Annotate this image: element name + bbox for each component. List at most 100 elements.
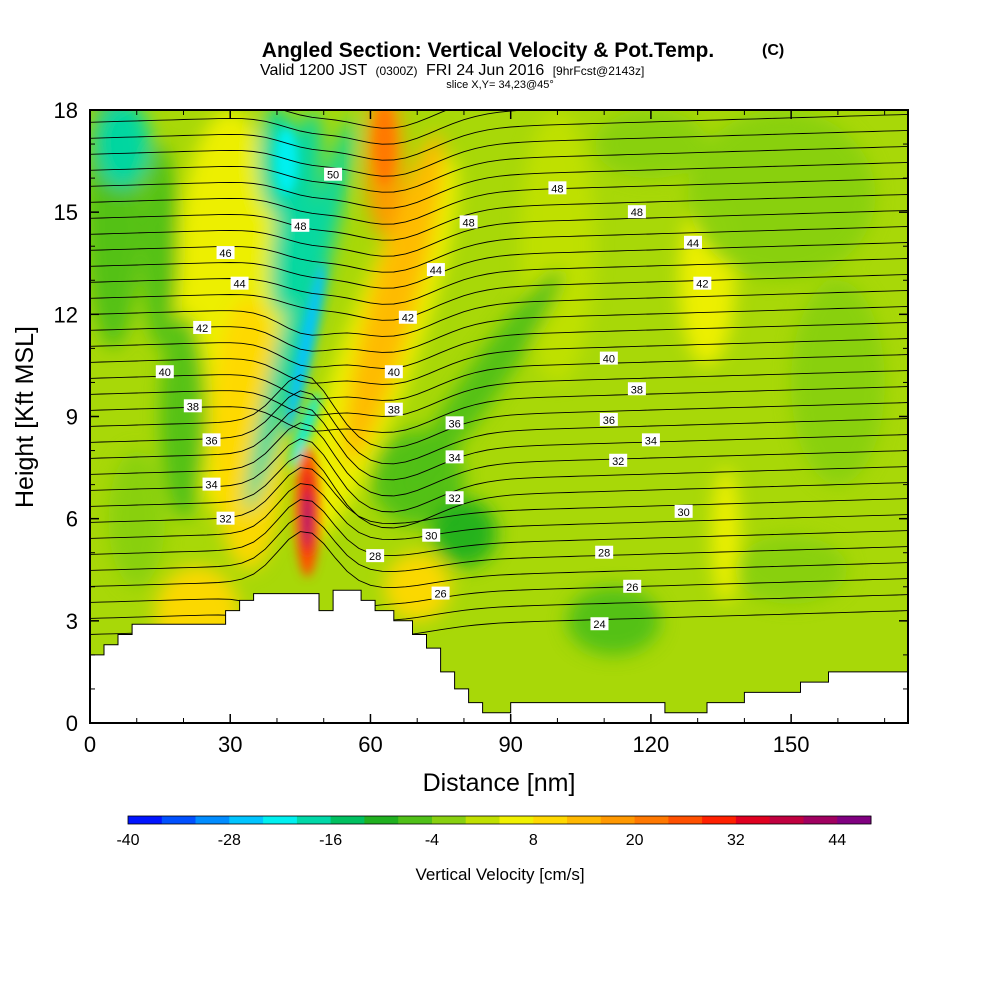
plot-area: 50 48 48 48 48 46 44 44 44 42 42 42 40 40 40 38 38 38 36 36… xyxy=(90,110,908,723)
isentrope-label-text: 48 xyxy=(294,221,306,233)
velocity-core xyxy=(274,110,395,577)
isentrope-label-text: 36 xyxy=(205,435,217,447)
x-tick-label: 60 xyxy=(358,732,382,757)
isentrope-label-box xyxy=(641,433,660,447)
isentrope-label-box xyxy=(202,477,221,491)
isentrope xyxy=(90,390,908,465)
isentrope xyxy=(90,129,908,177)
colorbar-label: Vertical Velocity [cm/s] xyxy=(415,865,584,884)
velocity-region xyxy=(108,450,165,587)
colorbar-tick-label: -16 xyxy=(319,832,342,849)
isentrope-label-box xyxy=(599,351,618,365)
isentrope-label-text: 34 xyxy=(448,452,460,464)
isentrope-label-box xyxy=(609,453,628,467)
y-axis-label: Height [Kft MSL] xyxy=(11,326,39,508)
velocity-region xyxy=(270,111,322,313)
colorbar-frame xyxy=(127,815,872,825)
isentrope-label-text: 48 xyxy=(551,183,563,195)
velocity-region xyxy=(594,110,708,179)
isentrope-label: 28 xyxy=(366,549,385,563)
isentrope-label-text: 34 xyxy=(645,435,657,447)
isentrope-label-text: 40 xyxy=(603,354,615,366)
isentrope-label-box xyxy=(548,181,567,195)
isentrope-label: 40 xyxy=(599,351,618,366)
isentrope-label-text: 44 xyxy=(233,279,245,291)
isentrope-label: 34 xyxy=(641,433,660,447)
colorbar-swatch xyxy=(803,816,838,824)
isentrope xyxy=(90,370,908,417)
isentrope-label: 32 xyxy=(216,511,235,526)
colorbar-swatch xyxy=(837,816,872,824)
isentrope-label: 24 xyxy=(590,617,609,631)
isentrope xyxy=(90,145,908,193)
valid-zulu: (0300Z) xyxy=(375,64,417,78)
colorbar-swatch xyxy=(769,816,804,824)
isentrope-label: 28 xyxy=(595,545,614,560)
isentrope-label: 42 xyxy=(693,276,712,291)
colorbar-swatch xyxy=(263,816,298,824)
velocity-region xyxy=(344,132,444,462)
isentrope-label-text: 44 xyxy=(687,238,699,250)
isentrope-label-text: 28 xyxy=(598,548,610,560)
velocity-region xyxy=(431,498,497,567)
isentrope-label: 30 xyxy=(422,528,441,543)
isentrope-label-box xyxy=(590,617,609,631)
isentrope-label: 30 xyxy=(674,504,693,519)
isentrope-label: 44 xyxy=(683,235,702,250)
colorbar-swatch xyxy=(398,816,433,824)
colorbar-swatch xyxy=(364,816,399,824)
colorbar-swatch xyxy=(296,816,332,824)
x-axis-label: Distance [nm] xyxy=(423,769,576,797)
isentrope-label: 38 xyxy=(183,399,202,413)
isentrope-label-text: 46 xyxy=(219,248,231,260)
isentrope-label-text: 36 xyxy=(448,418,460,430)
isentrope-label-text: 24 xyxy=(593,619,605,631)
isentrope-label-text: 42 xyxy=(696,279,708,291)
velocity-region xyxy=(141,144,179,349)
isentrope-label-text: 26 xyxy=(626,582,638,594)
isentrope-label-box xyxy=(445,416,464,430)
isentrope xyxy=(90,194,908,241)
y-tick-label: 12 xyxy=(54,302,78,327)
isentrope-label-text: 36 xyxy=(603,415,615,427)
isentrope-label-box xyxy=(674,504,693,518)
isentrope-label-box xyxy=(431,586,450,600)
chart-title-suffix: (C) xyxy=(762,42,784,59)
isentrope-label-box xyxy=(683,235,702,249)
y-tick-label: 6 xyxy=(66,507,78,532)
velocity-core-region xyxy=(304,491,311,546)
isentrope xyxy=(90,178,908,225)
colorbar-swatch xyxy=(634,816,669,824)
isentrope-label: 44 xyxy=(230,276,249,291)
colorbar-swatch xyxy=(567,816,602,824)
colorbar-swatch xyxy=(702,816,737,824)
isentrope-label: 42 xyxy=(398,310,417,325)
isentrope xyxy=(90,306,908,353)
isentrope-label-text: 44 xyxy=(430,265,442,277)
isentrope xyxy=(90,438,908,513)
isentrope-label-box xyxy=(599,412,618,426)
isentrope xyxy=(90,322,908,369)
isentrope xyxy=(90,274,908,321)
isentrope-label: 32 xyxy=(445,491,464,505)
y-tick-label: 3 xyxy=(66,609,78,634)
isentrope-label: 26 xyxy=(431,586,450,601)
isentrope-label: 44 xyxy=(426,263,445,277)
colorbar-ticks: -40 -28 -16 -4 8 20 32 44 xyxy=(116,832,846,849)
colorbar-swatch xyxy=(533,816,568,824)
x-tick-label: 120 xyxy=(633,732,670,757)
isentrope xyxy=(90,531,908,589)
isentrope-label-text: 48 xyxy=(462,217,474,229)
isentrope-label-box xyxy=(445,491,464,505)
isentrope-label-box xyxy=(422,528,441,542)
isentrope-label-box xyxy=(230,276,249,290)
y-tick-label: 18 xyxy=(54,98,78,123)
colorbar-swatch xyxy=(668,816,703,824)
colorbar-tick-label: -4 xyxy=(425,832,439,849)
velocity-region xyxy=(566,586,661,655)
colorbar-swatch xyxy=(128,816,163,824)
isentrope-label-text: 50 xyxy=(327,170,339,182)
colorbar-tick-label: 8 xyxy=(529,832,538,849)
isentrope xyxy=(90,374,908,449)
